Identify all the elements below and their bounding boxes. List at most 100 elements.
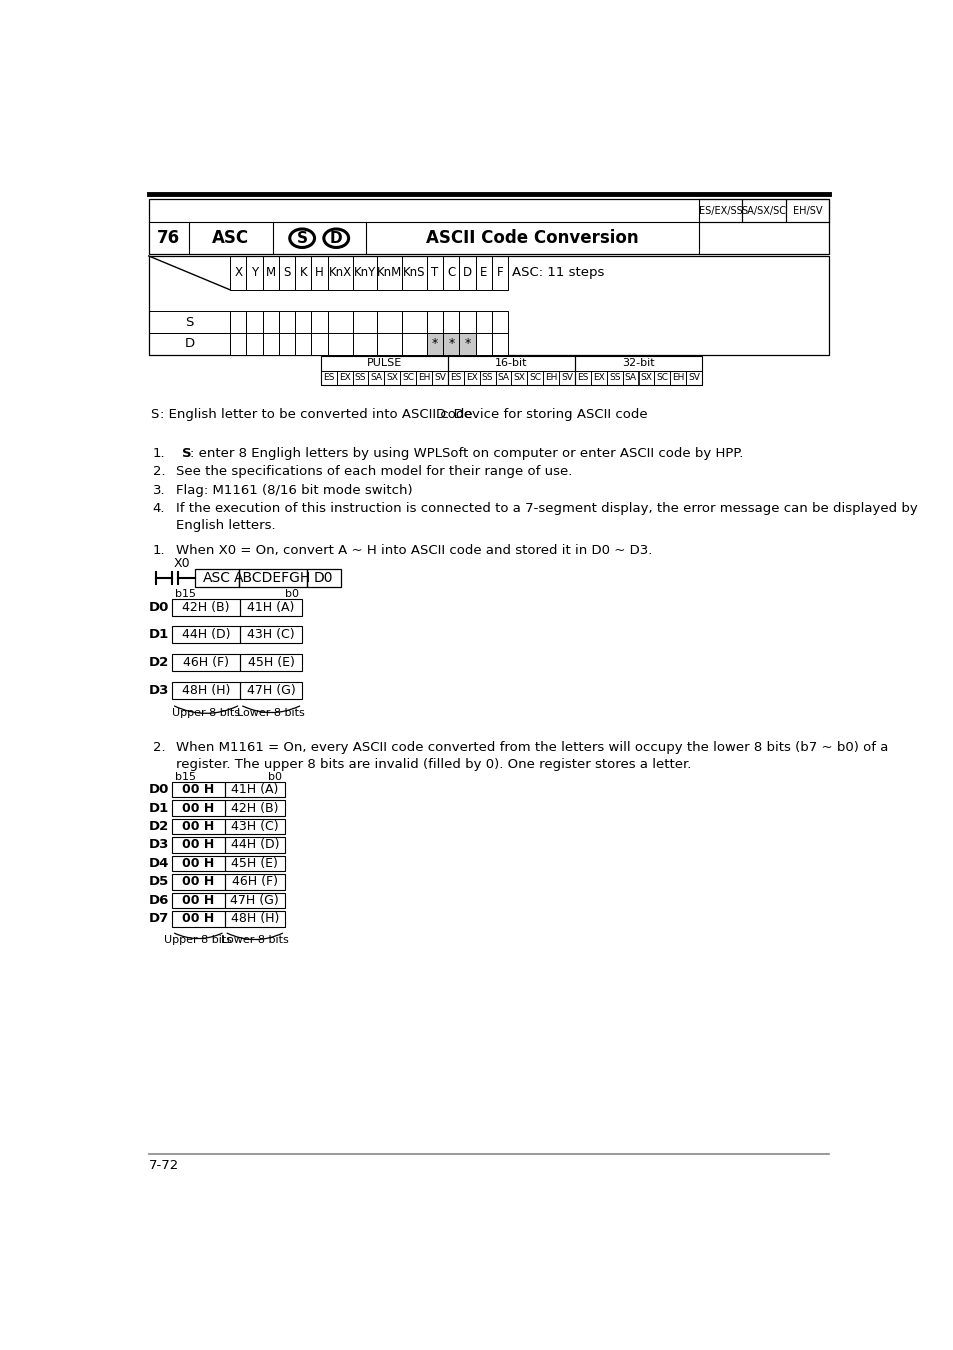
- Bar: [353, 256, 377, 290]
- Text: When X0 = On, convert A ~ H into ASCII code and stored it in D0 ~ D3.: When X0 = On, convert A ~ H into ASCII c…: [175, 544, 652, 558]
- Text: EX: EX: [592, 374, 604, 382]
- Bar: [311, 312, 328, 333]
- Text: 2.: 2.: [152, 741, 165, 753]
- Text: 48H (H): 48H (H): [231, 913, 279, 925]
- Text: *: *: [448, 338, 454, 350]
- Bar: [492, 333, 508, 355]
- Bar: [443, 256, 459, 290]
- Bar: [495, 371, 511, 385]
- Text: SS: SS: [481, 374, 493, 382]
- Bar: [492, 312, 508, 333]
- Text: X0: X0: [173, 558, 190, 571]
- Bar: [336, 371, 353, 385]
- Bar: [240, 682, 302, 699]
- Bar: [476, 333, 492, 355]
- Bar: [230, 333, 246, 355]
- Bar: [402, 333, 427, 355]
- Bar: [224, 801, 285, 815]
- Text: 46H (F): 46H (F): [232, 875, 277, 888]
- Bar: [479, 371, 495, 385]
- Text: D: D: [184, 338, 194, 350]
- Text: Lower 8 bits: Lower 8 bits: [237, 709, 305, 718]
- Text: Lower 8 bits: Lower 8 bits: [221, 936, 289, 945]
- Text: 45H (E): 45H (E): [248, 656, 294, 670]
- Text: H: H: [314, 266, 324, 279]
- Text: X: X: [234, 266, 242, 279]
- Text: M: M: [266, 266, 275, 279]
- Text: F: F: [497, 266, 503, 279]
- Text: SX: SX: [386, 374, 397, 382]
- Text: English letters.: English letters.: [175, 518, 275, 532]
- Bar: [172, 875, 224, 890]
- Text: 2.: 2.: [152, 464, 165, 478]
- Text: D6: D6: [149, 894, 169, 907]
- Text: D: D: [330, 231, 342, 246]
- Text: D: D: [435, 408, 445, 421]
- Bar: [476, 312, 492, 333]
- Bar: [262, 256, 278, 290]
- Bar: [459, 333, 476, 355]
- Text: 41H (A): 41H (A): [231, 783, 278, 796]
- Text: ABCDEFGH: ABCDEFGH: [233, 571, 311, 585]
- Text: PULSE: PULSE: [366, 358, 401, 369]
- Bar: [558, 371, 575, 385]
- Bar: [606, 371, 622, 385]
- Text: D1: D1: [149, 802, 169, 814]
- Text: 43H (C): 43H (C): [247, 628, 294, 641]
- Bar: [443, 312, 459, 333]
- Bar: [262, 312, 278, 333]
- Text: 00 H: 00 H: [182, 802, 214, 814]
- Bar: [246, 312, 262, 333]
- Text: 00 H: 00 H: [182, 913, 214, 925]
- Text: D0: D0: [314, 571, 334, 585]
- Bar: [575, 371, 590, 385]
- Text: *: *: [464, 338, 470, 350]
- Text: 42H (B): 42H (B): [182, 601, 230, 613]
- Text: 76: 76: [157, 230, 180, 247]
- Bar: [638, 371, 654, 385]
- Bar: [307, 568, 340, 587]
- Bar: [311, 333, 328, 355]
- Bar: [447, 371, 463, 385]
- Bar: [654, 371, 670, 385]
- Text: SC: SC: [402, 374, 414, 382]
- Text: ES/EX/SS: ES/EX/SS: [698, 205, 741, 216]
- Text: KnM: KnM: [376, 266, 402, 279]
- Bar: [294, 312, 311, 333]
- Bar: [172, 682, 240, 699]
- Bar: [224, 892, 285, 909]
- Bar: [527, 371, 542, 385]
- Bar: [328, 333, 353, 355]
- Text: D3: D3: [149, 838, 169, 852]
- Bar: [149, 333, 230, 355]
- Text: b15: b15: [174, 772, 196, 782]
- Bar: [377, 333, 402, 355]
- Bar: [427, 312, 443, 333]
- Bar: [320, 371, 336, 385]
- Bar: [328, 312, 353, 333]
- Text: 44H (D): 44H (D): [182, 628, 230, 641]
- Text: D0: D0: [149, 601, 169, 613]
- Text: 3.: 3.: [152, 483, 165, 497]
- Bar: [240, 653, 302, 671]
- Bar: [172, 856, 224, 871]
- Bar: [172, 626, 240, 643]
- Text: 46H (F): 46H (F): [183, 656, 229, 670]
- Text: S: S: [296, 231, 307, 246]
- Bar: [294, 256, 311, 290]
- Text: : Device for storing ASCII code: : Device for storing ASCII code: [444, 408, 647, 421]
- Bar: [224, 819, 285, 834]
- Text: SA: SA: [624, 374, 636, 382]
- Bar: [402, 256, 427, 290]
- Bar: [353, 312, 377, 333]
- Text: 43H (C): 43H (C): [231, 819, 278, 833]
- Text: SS: SS: [355, 374, 366, 382]
- Bar: [224, 911, 285, 926]
- Bar: [416, 371, 432, 385]
- Text: T: T: [431, 266, 438, 279]
- Text: register. The upper 8 bits are invalid (filled by 0). One register stores a lett: register. The upper 8 bits are invalid (…: [175, 757, 691, 771]
- Text: K: K: [299, 266, 307, 279]
- Text: 00 H: 00 H: [182, 819, 214, 833]
- Text: : enter 8 Engligh letters by using WPLSoft on computer or enter ASCII code by HP: : enter 8 Engligh letters by using WPLSo…: [190, 447, 742, 459]
- Bar: [328, 256, 353, 290]
